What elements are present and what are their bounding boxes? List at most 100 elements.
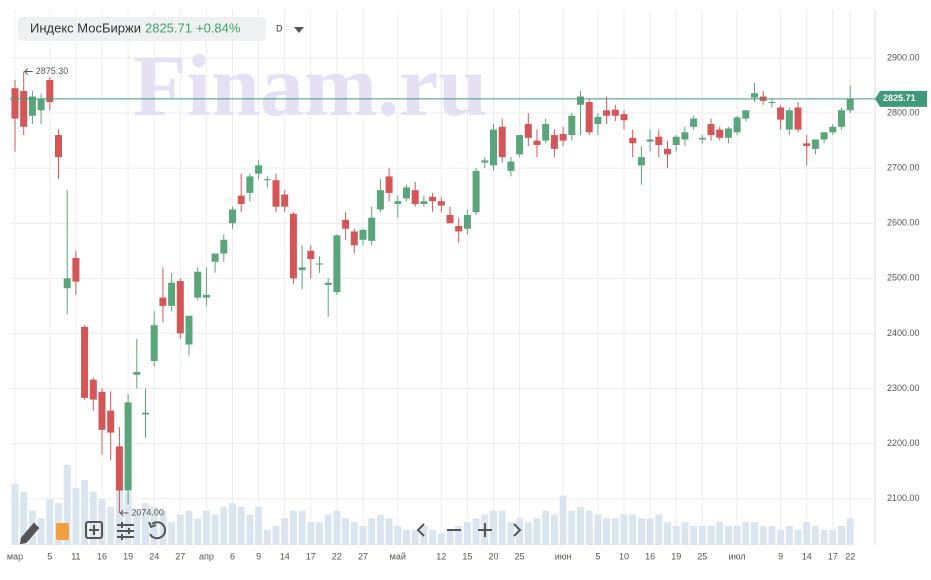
y-tick-label: 2100.00 <box>887 493 920 503</box>
volume-bar <box>72 487 80 545</box>
reset-tool[interactable] <box>148 521 167 540</box>
candle-body <box>81 326 89 398</box>
candle-body <box>524 124 532 138</box>
candle-body <box>637 157 645 166</box>
x-tick-label: 22 <box>332 551 342 561</box>
volume-bar <box>429 529 437 545</box>
volume-bar <box>324 514 332 545</box>
volume-bar <box>794 529 802 545</box>
y-tick-label: 2600.00 <box>887 218 920 228</box>
volume-bar <box>690 525 698 545</box>
candle-body <box>37 99 45 111</box>
x-tick-label: 14 <box>280 551 290 561</box>
volume-bar <box>176 514 184 545</box>
volume-bar <box>550 514 558 545</box>
x-tick-label: 16 <box>645 551 655 561</box>
volume-bar <box>124 491 132 545</box>
candle-body <box>777 107 785 120</box>
zoom-in[interactable] <box>478 523 492 537</box>
volume-bar <box>463 522 471 545</box>
dropdown-arrow[interactable] <box>294 27 304 33</box>
candle-body <box>281 194 289 207</box>
header-pill <box>18 17 266 41</box>
candle-body <box>237 195 245 204</box>
candle-body <box>420 201 428 204</box>
candle-body <box>820 132 828 140</box>
x-tick-label: 24 <box>149 551 159 561</box>
volume-bar <box>759 525 767 545</box>
candle-body <box>211 253 219 262</box>
candle-body <box>620 114 628 121</box>
settings-tool[interactable] <box>117 522 134 540</box>
x-tick-label: 25 <box>697 551 707 561</box>
volume-bar <box>37 518 45 545</box>
volume-bar <box>594 514 602 545</box>
candle-body <box>359 229 367 240</box>
volume-bar <box>237 506 245 545</box>
candle-body <box>811 139 819 149</box>
volume-bar <box>411 529 419 545</box>
scroll-left[interactable] <box>416 523 425 537</box>
candle-body <box>646 139 654 142</box>
volume-bar <box>846 518 854 545</box>
draw-tool[interactable] <box>19 522 40 545</box>
volume-bar <box>672 525 680 545</box>
volume-bar <box>490 510 497 545</box>
y-tick-label: 2200.00 <box>887 438 920 448</box>
candle-body <box>585 102 593 133</box>
volume-bar <box>168 522 176 545</box>
candle-body <box>324 282 332 285</box>
volume-bar <box>368 518 376 545</box>
interval[interactable]: D <box>276 23 283 33</box>
candle-body <box>411 190 419 204</box>
volume-bar <box>646 518 654 545</box>
scroll-right[interactable] <box>513 523 522 537</box>
candle-body <box>403 187 410 199</box>
x-tick-label: июн <box>555 551 572 561</box>
candle-body <box>655 136 663 145</box>
add-indicator[interactable] <box>85 521 103 539</box>
volume-bar <box>229 503 236 545</box>
volume-bar <box>307 522 315 545</box>
candle-body <box>707 124 715 136</box>
candle-body <box>28 96 36 116</box>
y-tick-label: 2500.00 <box>887 273 920 283</box>
volume-bar <box>664 522 671 545</box>
volume-bar <box>637 518 645 545</box>
candle-body <box>455 225 463 232</box>
layers-tool[interactable] <box>56 523 69 540</box>
volume-bar <box>246 514 254 545</box>
x-tick-label: мар <box>7 551 23 561</box>
x-tick-label: 16 <box>97 551 107 561</box>
candle-body <box>246 176 254 193</box>
volume-bar <box>603 518 611 545</box>
add-indicator-plus <box>89 525 99 535</box>
volume-bar <box>559 495 567 545</box>
candle-body <box>716 129 724 138</box>
volume-bar <box>159 510 167 545</box>
candle-body <box>107 410 115 433</box>
candle-body <box>794 107 802 130</box>
candle-body <box>568 115 576 136</box>
volume-bar <box>63 465 71 545</box>
volume-bar <box>281 518 289 545</box>
candle-body <box>263 179 271 181</box>
x-tick-label: апр <box>199 551 214 561</box>
candle-body <box>159 297 167 306</box>
volume-bar <box>733 525 741 545</box>
candle-body <box>333 235 341 293</box>
volume-bar <box>107 506 115 545</box>
x-tick-label: 17 <box>306 551 316 561</box>
candle-body <box>472 170 480 213</box>
candle-body <box>394 201 402 204</box>
candle-body <box>115 446 123 491</box>
x-tick-label: 5 <box>47 551 52 561</box>
volume-bar <box>342 518 350 545</box>
candle-body <box>507 161 515 171</box>
volume-bar <box>620 514 628 545</box>
x-tick-label: 25 <box>515 551 525 561</box>
volume-bar <box>716 522 724 545</box>
candle-body <box>698 137 706 140</box>
candle-body <box>255 165 263 174</box>
